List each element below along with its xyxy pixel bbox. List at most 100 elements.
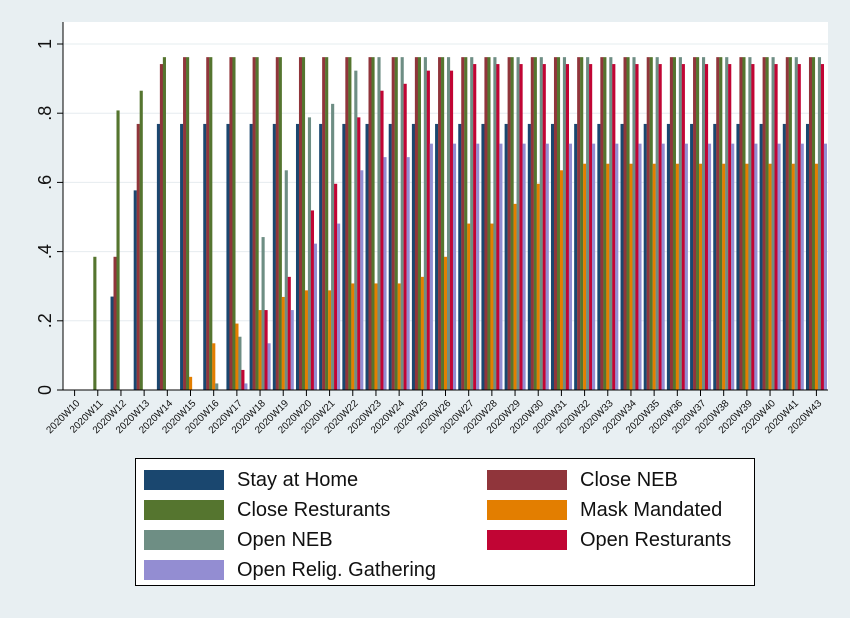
bar xyxy=(620,123,624,391)
legend-item-mask-mandated: Mask Mandated xyxy=(487,497,722,523)
bar xyxy=(238,336,242,390)
bar xyxy=(441,57,445,391)
bar xyxy=(788,57,792,391)
legend-swatch xyxy=(144,470,224,490)
bar xyxy=(313,243,317,390)
legend-item-open-relig-gathering: Open Relig. Gathering xyxy=(144,557,436,583)
bar xyxy=(586,57,590,391)
bar xyxy=(461,57,465,391)
bar xyxy=(342,123,346,391)
bar xyxy=(675,163,679,390)
bar xyxy=(782,123,786,391)
bar xyxy=(290,310,294,390)
bar xyxy=(690,123,694,391)
bar xyxy=(133,190,137,390)
bar xyxy=(481,123,485,391)
bar xyxy=(275,57,279,391)
bar xyxy=(241,369,245,390)
bar xyxy=(252,57,256,391)
bar xyxy=(159,64,163,390)
bar xyxy=(545,143,549,390)
bar xyxy=(635,64,639,390)
bar xyxy=(716,57,720,391)
bar xyxy=(533,57,537,391)
bar xyxy=(334,183,338,390)
bar xyxy=(394,57,398,391)
bar xyxy=(522,143,526,390)
bar xyxy=(609,57,613,391)
bar xyxy=(661,143,665,390)
bar xyxy=(249,123,253,391)
bar xyxy=(638,143,642,390)
bar xyxy=(646,57,650,391)
bar xyxy=(470,57,474,391)
bar xyxy=(701,57,706,391)
bar xyxy=(322,57,326,391)
bar xyxy=(811,57,816,391)
bar xyxy=(348,57,352,391)
legend-item-open-resturants: Open Resturants xyxy=(487,527,731,553)
bar xyxy=(719,57,723,391)
bar xyxy=(162,57,166,391)
y-tick-label: 0 xyxy=(35,385,55,395)
bar xyxy=(423,57,427,391)
bar xyxy=(562,57,567,391)
bar xyxy=(577,57,581,391)
bar xyxy=(452,143,457,390)
bar xyxy=(725,57,729,391)
bar xyxy=(568,143,572,390)
y-tick-label: 1 xyxy=(35,39,55,49)
bar xyxy=(655,57,659,391)
bar xyxy=(284,170,288,390)
bar xyxy=(136,123,140,391)
legend-item-open-neb: Open NEB xyxy=(144,527,333,553)
bar xyxy=(226,123,230,391)
bar xyxy=(365,123,369,391)
bar xyxy=(800,143,804,390)
bar xyxy=(426,70,430,390)
legend-label: Stay at Home xyxy=(237,468,359,491)
bar xyxy=(574,123,578,391)
bar xyxy=(368,57,372,391)
bar xyxy=(820,64,825,390)
bar xyxy=(406,157,410,390)
bar xyxy=(345,57,349,391)
bar xyxy=(417,57,421,391)
bar xyxy=(232,57,236,391)
bar xyxy=(319,123,323,391)
bar xyxy=(467,223,471,390)
bar xyxy=(629,163,633,390)
bar xyxy=(745,163,749,390)
bar xyxy=(693,57,697,391)
bar xyxy=(536,183,540,390)
bar xyxy=(785,57,789,391)
bar xyxy=(713,123,717,391)
legend-item-close-neb: Close NEB xyxy=(487,467,678,493)
bar xyxy=(652,163,656,390)
legend-swatch xyxy=(144,530,224,550)
legend: Stay at Home Close NEB Close Resturants … xyxy=(135,458,755,586)
bar xyxy=(612,64,616,390)
bar xyxy=(632,57,636,391)
bar xyxy=(615,143,619,390)
bar xyxy=(556,57,561,391)
bar xyxy=(751,64,755,390)
bar xyxy=(649,57,653,391)
bar xyxy=(681,64,685,390)
bar xyxy=(493,57,497,391)
bar xyxy=(337,223,341,390)
bar xyxy=(597,123,601,391)
bar xyxy=(298,57,303,391)
bar xyxy=(351,283,355,390)
bar xyxy=(530,57,534,391)
bar xyxy=(754,143,758,390)
bar xyxy=(295,123,300,391)
bar xyxy=(403,83,407,390)
bar xyxy=(669,57,673,391)
bar xyxy=(301,57,306,391)
bar xyxy=(565,64,570,390)
bar xyxy=(331,103,335,391)
bar xyxy=(684,143,688,390)
bar xyxy=(281,296,285,390)
bar xyxy=(516,57,520,391)
